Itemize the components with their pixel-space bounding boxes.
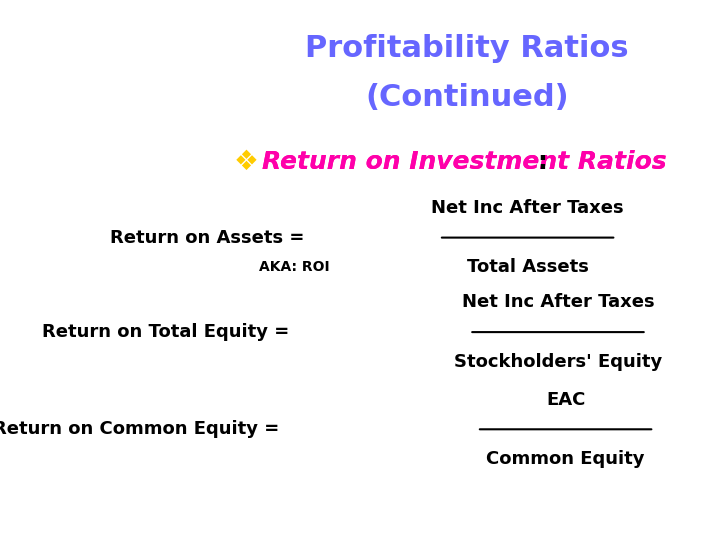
Text: Return on Investment Ratios: Return on Investment Ratios	[262, 150, 667, 174]
Text: EAC: EAC	[546, 390, 585, 409]
Text: (Continued): (Continued)	[365, 83, 569, 112]
Text: Return on Investment Ratios: Return on Investment Ratios	[262, 150, 667, 174]
Text: Net Inc After Taxes: Net Inc After Taxes	[431, 199, 624, 217]
Text: Profitability Ratios: Profitability Ratios	[305, 34, 629, 63]
Text: AKA: ROI: AKA: ROI	[259, 260, 330, 274]
Text: Common Equity: Common Equity	[486, 450, 645, 468]
Text: Return on Assets =: Return on Assets =	[110, 228, 305, 247]
Text: ❖: ❖	[234, 148, 258, 176]
Text: Return on Common Equity =: Return on Common Equity =	[0, 420, 279, 438]
Text: :: :	[538, 150, 548, 174]
Text: Net Inc After Taxes: Net Inc After Taxes	[462, 293, 654, 312]
Text: Stockholders' Equity: Stockholders' Equity	[454, 353, 662, 371]
Text: Total Assets: Total Assets	[467, 258, 588, 276]
Text: Return on Total Equity =: Return on Total Equity =	[42, 323, 289, 341]
